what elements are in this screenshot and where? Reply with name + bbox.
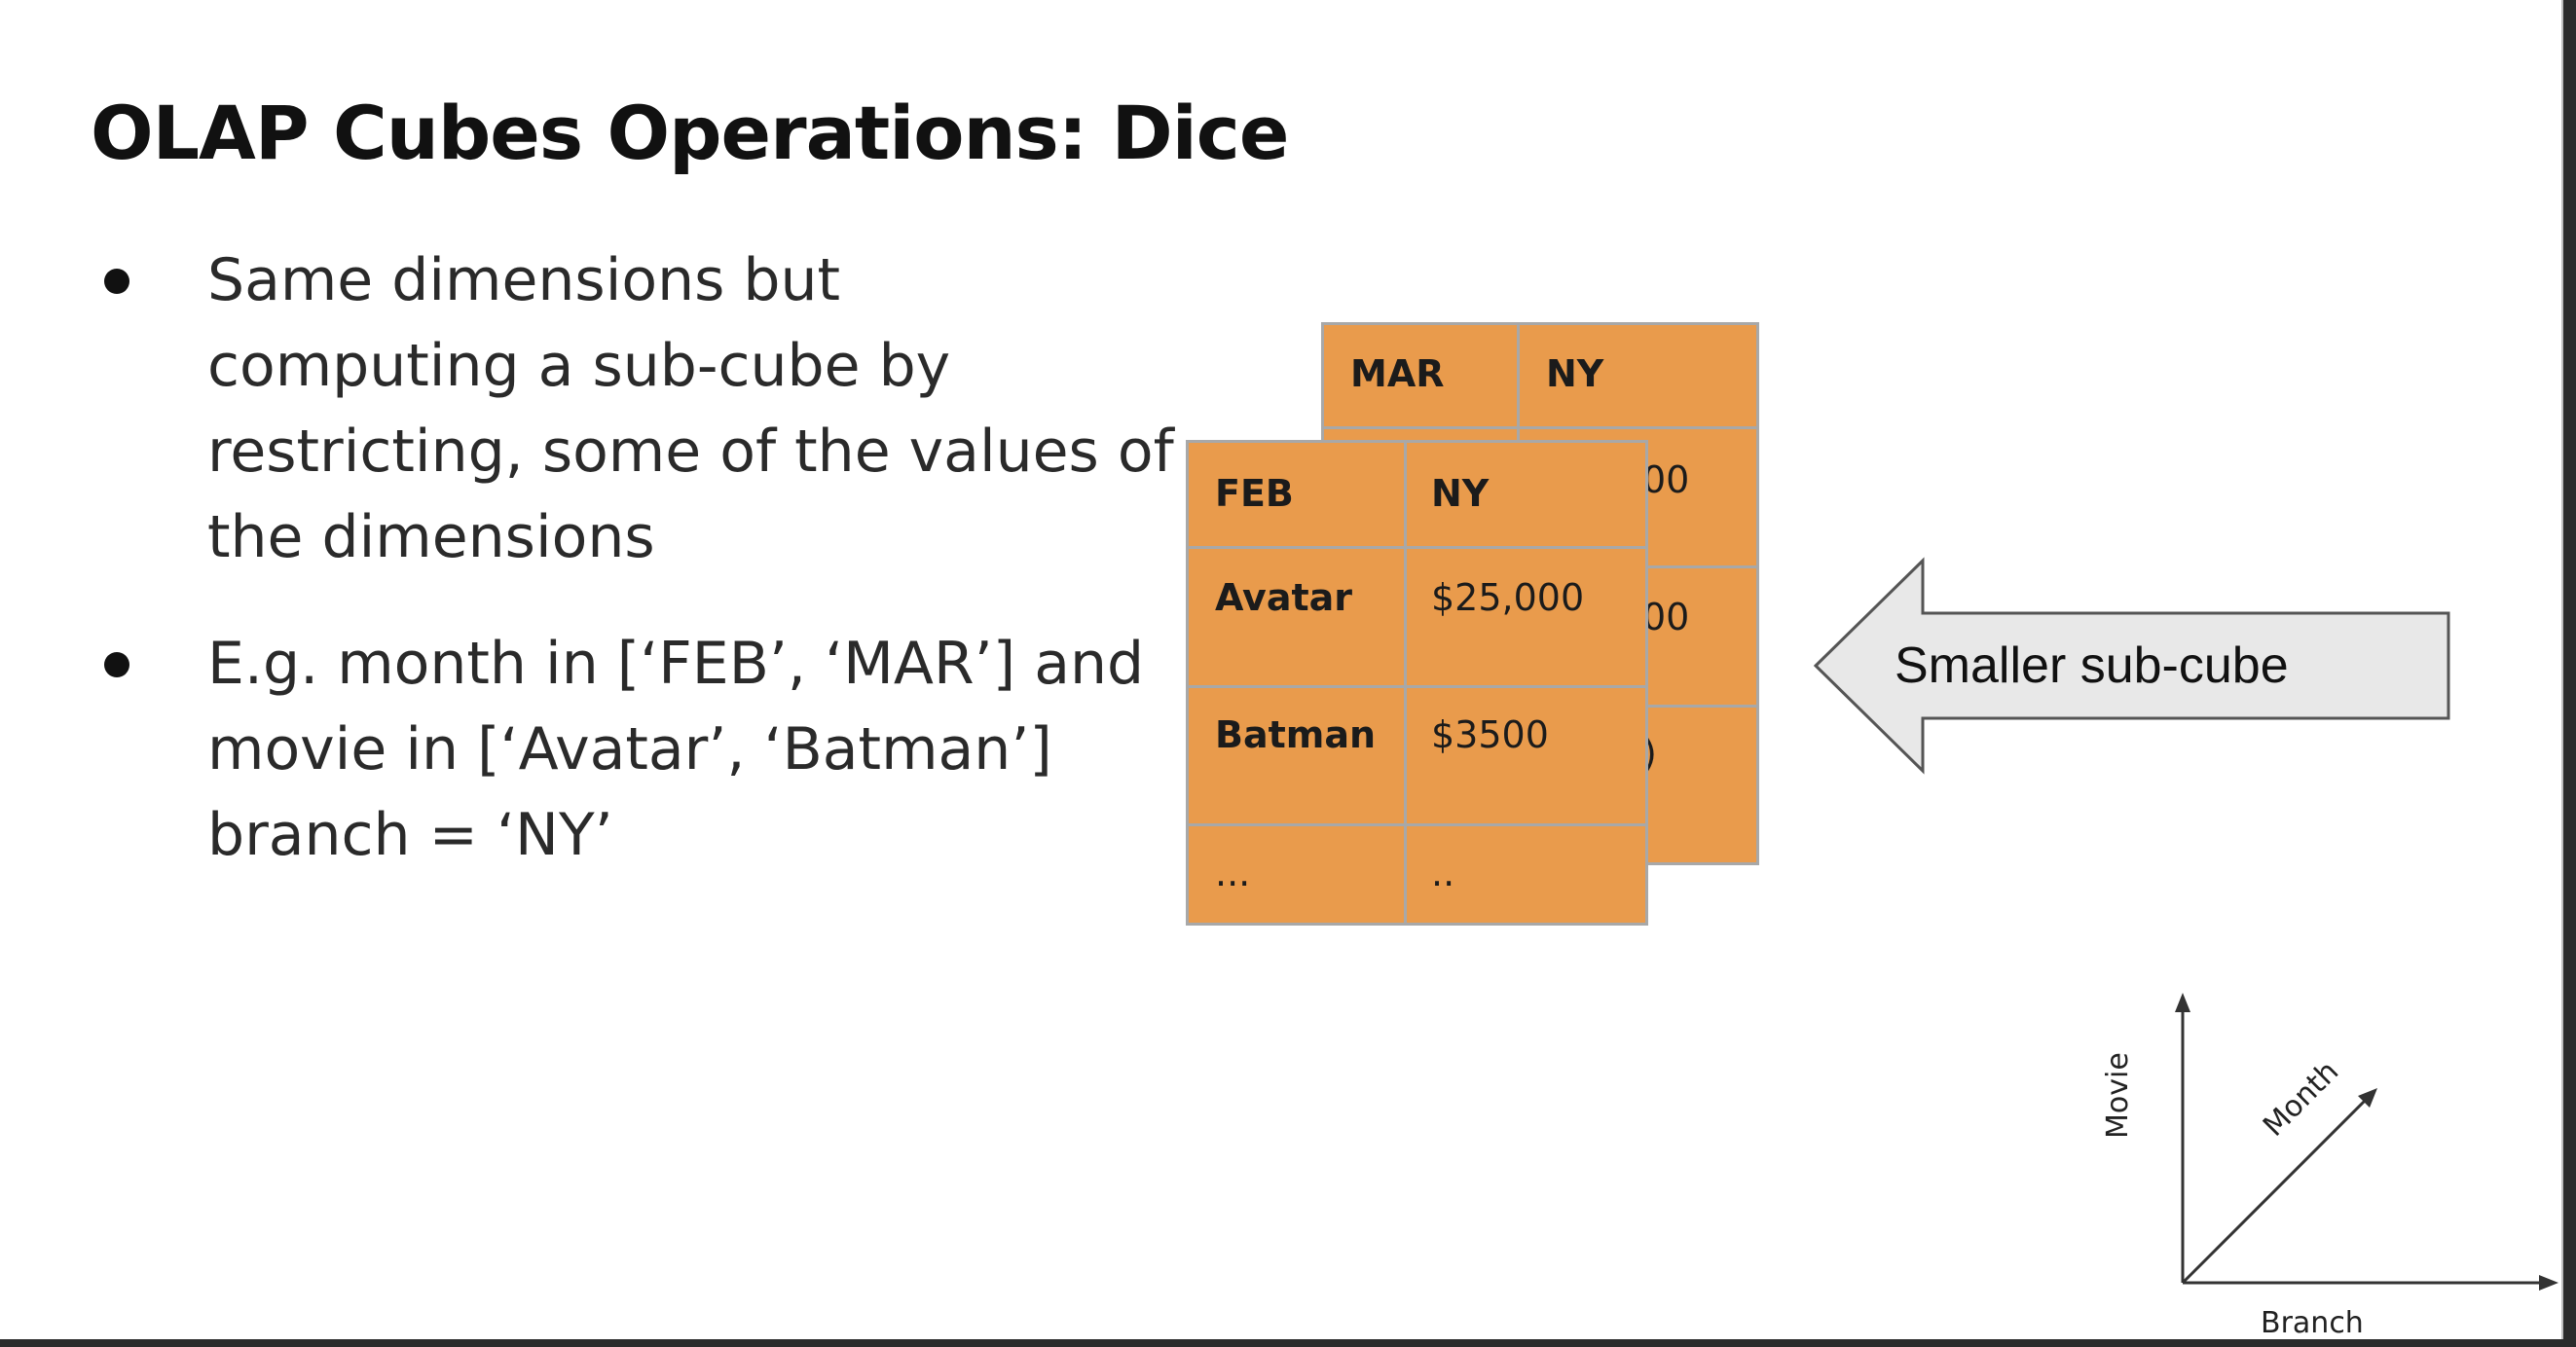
- axis-label-movie: Movie: [2101, 1052, 2135, 1139]
- bullet-text-1: Same dimensions but computing a sub-cube…: [207, 237, 1174, 580]
- bullet-1-line-4: the dimensions: [207, 503, 655, 571]
- branch-axis-arrowhead: [2539, 1275, 2558, 1291]
- axis-label-branch: Branch: [2261, 1306, 2364, 1339]
- front-header-month: FEB: [1215, 472, 1294, 515]
- back-fragment-2: 00: [1642, 596, 1690, 638]
- back-fragment-1: 00: [1642, 458, 1690, 501]
- bullet-1-line-3: restricting, some of the values of: [207, 418, 1174, 486]
- back-header-month: MAR: [1350, 352, 1445, 395]
- axes-diagram: [2175, 993, 2558, 1291]
- bullet-2-line-3: branch = ‘NY’: [207, 801, 613, 869]
- slide-title: OLAP Cubes Operations: Dice: [91, 90, 1289, 176]
- movie-axis-arrowhead: [2175, 993, 2190, 1012]
- row-ellipsis-movie: ...: [1215, 852, 1251, 894]
- bullet-2-line-1: E.g. month in [‘FEB’, ‘MAR’] and: [207, 630, 1145, 698]
- bullet-2-line-2: movie in [‘Avatar’, ‘Batman’]: [207, 715, 1052, 783]
- back-header-branch: NY: [1546, 352, 1604, 395]
- bullet-1-line-1: Same dimensions but: [207, 246, 841, 314]
- row-ellipsis-value: ..: [1431, 852, 1455, 894]
- bullet-dot-2: [104, 652, 129, 677]
- front-header-branch: NY: [1431, 472, 1490, 515]
- month-axis-arrowhead: [2358, 1088, 2377, 1108]
- row-batman-movie: Batman: [1215, 713, 1377, 756]
- row-avatar-movie: Avatar: [1215, 576, 1353, 619]
- row-batman-value: $3500: [1431, 713, 1549, 756]
- bullet-text-2: E.g. month in [‘FEB’, ‘MAR’] and movie i…: [207, 621, 1144, 878]
- callout-label: Smaller sub-cube: [1895, 637, 2289, 694]
- left-arrow-callout: [1813, 557, 2450, 775]
- month-axis-line: [2181, 1098, 2368, 1285]
- front-table-feb: FEB NY Avatar $25,000 Batman $3500 ... .…: [1186, 440, 1648, 926]
- bullet-dot-1: [104, 269, 129, 294]
- bullet-1-line-2: computing a sub-cube by: [207, 332, 951, 400]
- row-avatar-value: $25,000: [1431, 576, 1585, 619]
